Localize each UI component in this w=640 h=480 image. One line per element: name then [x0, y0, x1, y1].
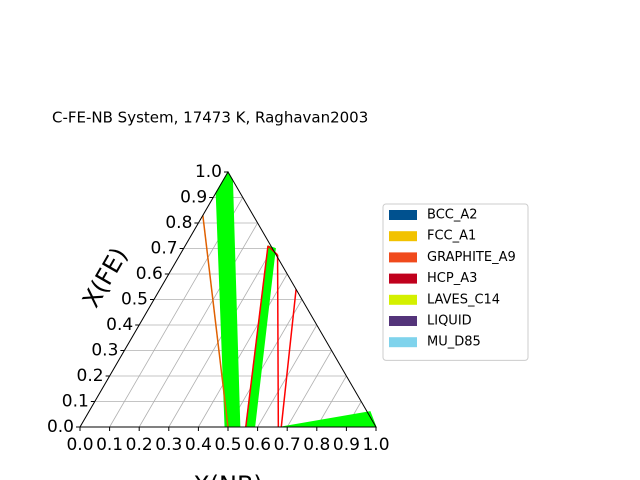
grid-line [316, 375, 347, 428]
x-axis-label: X(NB) [193, 471, 263, 480]
legend-label: FCC_A1 [427, 229, 476, 244]
grid-line [168, 248, 273, 428]
x-tick-label: 0.2 [126, 435, 153, 455]
grid-line [138, 222, 258, 428]
x-tick-label: 0.5 [214, 435, 241, 455]
x-tick-label: 0.7 [274, 435, 301, 455]
legend-box [382, 203, 529, 361]
phase-region [281, 411, 377, 428]
legend-swatch [389, 316, 417, 326]
x-tick-label: 0.3 [155, 435, 182, 455]
legend-swatch [389, 337, 417, 348]
x-tick-label: 0.1 [96, 435, 123, 455]
y-tick-label: 0.2 [77, 366, 104, 386]
legend-swatch [389, 231, 417, 242]
y-tick-label: 0.0 [47, 417, 74, 437]
y-tick-label: 0.3 [91, 341, 118, 361]
grid-line [227, 299, 303, 428]
y-tick-label: 0.4 [106, 315, 133, 335]
y-tick-label: 0.8 [165, 213, 192, 233]
tie-line [267, 245, 279, 256]
y-tick-label: 0.5 [121, 290, 148, 310]
x-tick-label: 0.6 [244, 435, 271, 455]
y-tick-label: 0.9 [180, 188, 207, 208]
y-tick-label: 0.1 [62, 392, 89, 412]
tie-line [245, 245, 269, 428]
x-tick-label: 0.9 [333, 435, 360, 455]
phase-region [245, 245, 276, 428]
x-tick-label: 0.0 [66, 435, 93, 455]
y-tick-label: 1.0 [195, 162, 222, 182]
legend-label: BCC_A2 [427, 208, 478, 223]
legend-swatch [389, 273, 417, 284]
y-tick-label: 0.7 [151, 239, 178, 259]
x-tick-label: 1.0 [362, 435, 389, 455]
legend-swatch [389, 294, 417, 305]
legend-swatch [389, 252, 417, 263]
grid-line [286, 350, 332, 428]
legend-label: LAVES_C14 [427, 292, 500, 307]
legend-swatch [389, 210, 417, 220]
tie-line [202, 215, 229, 428]
legend-label: GRAPHITE_A9 [427, 250, 516, 265]
legend-label: HCP_A3 [427, 271, 477, 286]
grid-line [198, 273, 288, 428]
y-tick-label: 0.6 [136, 264, 163, 284]
legend-label: MU_D85 [427, 335, 481, 350]
tie-line [280, 289, 297, 428]
x-tick-label: 0.4 [185, 435, 212, 455]
chart-title: C-FE-NB System, 17473 K, Raghavan2003 [52, 109, 368, 127]
tie-line [276, 254, 280, 428]
legend-label: LIQUID [427, 314, 472, 329]
x-tick-label: 0.8 [303, 435, 330, 455]
